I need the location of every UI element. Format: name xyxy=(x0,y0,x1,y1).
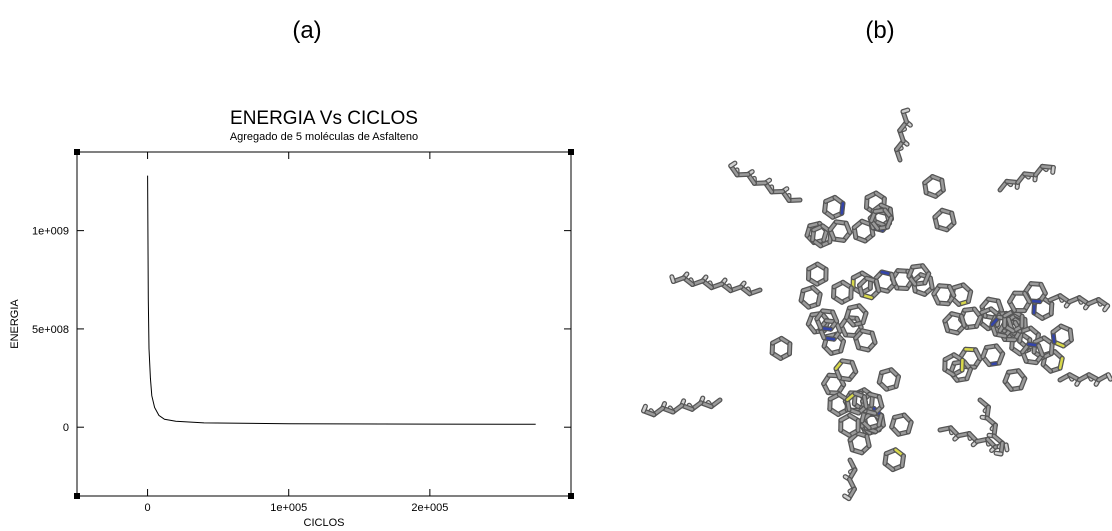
y-tick-label: 5e+008 xyxy=(32,324,69,336)
bond xyxy=(1051,344,1052,354)
molecule-render xyxy=(644,110,1111,499)
chart-subtitle: Agregado de 5 moléculas de Asfalteno xyxy=(230,131,418,143)
bond xyxy=(903,110,908,111)
bond xyxy=(842,203,843,213)
bond xyxy=(1053,167,1054,172)
panel-label: (a) xyxy=(292,17,321,44)
bond xyxy=(644,406,646,411)
y-tick-label: 1e+009 xyxy=(32,226,69,238)
bond xyxy=(902,456,903,466)
bond xyxy=(1051,304,1052,314)
bond xyxy=(942,180,944,190)
y-tick-label: 0 xyxy=(63,422,69,434)
frame-corner xyxy=(568,493,574,499)
frame-corner xyxy=(74,149,80,155)
bond xyxy=(864,397,866,407)
panel-label: (b) xyxy=(865,17,894,44)
plot-frame xyxy=(77,152,571,496)
x-axis-label: CICLOS xyxy=(304,517,345,529)
x-tick-label: 1e+005 xyxy=(270,502,307,514)
bond xyxy=(1006,445,1007,450)
bond xyxy=(672,277,674,282)
y-axis-label: ENERGIA xyxy=(9,299,21,349)
frame-corner xyxy=(74,493,80,499)
chart-title: ENERGIA Vs CICLOS xyxy=(230,108,418,129)
x-tick-label: 2e+005 xyxy=(411,502,448,514)
x-tick-label: 0 xyxy=(145,502,151,514)
data-line xyxy=(148,176,536,425)
figure: (a) (b) ENERGIA Vs CICLOS Agregado de 5 … xyxy=(0,0,1112,531)
frame-corner xyxy=(568,149,574,155)
bond xyxy=(1070,330,1071,340)
bond xyxy=(996,453,1001,454)
figure-canvas: (a) (b) ENERGIA Vs CICLOS Agregado de 5 … xyxy=(0,0,1112,531)
